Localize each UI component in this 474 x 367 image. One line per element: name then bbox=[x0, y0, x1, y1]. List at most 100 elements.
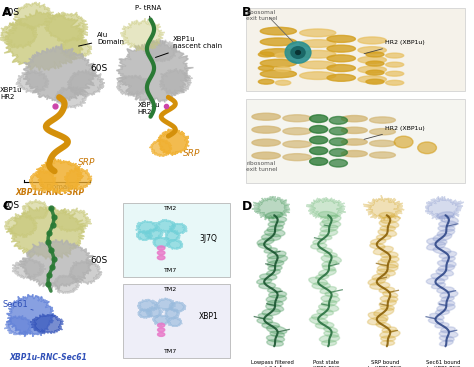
Text: TM2: TM2 bbox=[164, 206, 177, 211]
Ellipse shape bbox=[439, 336, 454, 341]
Polygon shape bbox=[36, 159, 83, 194]
Ellipse shape bbox=[382, 327, 397, 333]
Text: Sec61 bound
to XBP1 RNC: Sec61 bound to XBP1 RNC bbox=[426, 360, 461, 367]
Ellipse shape bbox=[386, 62, 404, 67]
Text: XBP1u
HR2: XBP1u HR2 bbox=[0, 87, 23, 100]
Ellipse shape bbox=[329, 138, 347, 146]
Ellipse shape bbox=[260, 38, 296, 46]
Ellipse shape bbox=[341, 116, 367, 122]
Ellipse shape bbox=[327, 55, 356, 62]
Polygon shape bbox=[12, 258, 46, 279]
Ellipse shape bbox=[442, 257, 455, 262]
Ellipse shape bbox=[380, 296, 398, 302]
Ellipse shape bbox=[260, 274, 277, 280]
Ellipse shape bbox=[310, 317, 328, 325]
Ellipse shape bbox=[327, 74, 356, 81]
Ellipse shape bbox=[157, 328, 165, 332]
Polygon shape bbox=[4, 10, 86, 71]
Text: XBP1u
nascent chain: XBP1u nascent chain bbox=[155, 36, 222, 58]
Ellipse shape bbox=[370, 140, 395, 146]
Ellipse shape bbox=[275, 67, 291, 72]
Ellipse shape bbox=[368, 312, 388, 321]
Ellipse shape bbox=[319, 235, 332, 240]
Ellipse shape bbox=[266, 326, 287, 334]
Polygon shape bbox=[363, 195, 404, 220]
Polygon shape bbox=[155, 298, 175, 311]
Text: 60S: 60S bbox=[90, 255, 107, 265]
Ellipse shape bbox=[157, 323, 165, 327]
Ellipse shape bbox=[324, 327, 337, 333]
Ellipse shape bbox=[268, 265, 282, 271]
Ellipse shape bbox=[329, 149, 347, 156]
Text: Lowpass filtered
at 3.1 Å: Lowpass filtered at 3.1 Å bbox=[251, 360, 294, 367]
Ellipse shape bbox=[370, 243, 385, 249]
Polygon shape bbox=[29, 169, 58, 192]
Polygon shape bbox=[136, 230, 153, 241]
Ellipse shape bbox=[266, 269, 281, 276]
Ellipse shape bbox=[329, 116, 347, 124]
Ellipse shape bbox=[260, 70, 296, 78]
Polygon shape bbox=[153, 315, 170, 326]
Ellipse shape bbox=[327, 45, 356, 52]
Ellipse shape bbox=[157, 255, 165, 260]
Ellipse shape bbox=[310, 126, 328, 133]
Ellipse shape bbox=[264, 229, 285, 237]
Text: TM7: TM7 bbox=[164, 349, 177, 354]
Ellipse shape bbox=[426, 278, 445, 285]
Ellipse shape bbox=[267, 300, 283, 306]
Polygon shape bbox=[143, 39, 177, 62]
Ellipse shape bbox=[157, 246, 165, 250]
Ellipse shape bbox=[341, 139, 367, 145]
Text: Alu
Domain: Alu Domain bbox=[79, 32, 124, 46]
Ellipse shape bbox=[310, 136, 328, 144]
Ellipse shape bbox=[260, 27, 296, 35]
Ellipse shape bbox=[370, 117, 395, 123]
Polygon shape bbox=[6, 294, 55, 337]
Polygon shape bbox=[252, 196, 290, 220]
Polygon shape bbox=[23, 44, 98, 103]
Ellipse shape bbox=[368, 277, 386, 285]
Text: TM7: TM7 bbox=[164, 268, 177, 273]
Text: A: A bbox=[2, 6, 12, 19]
Ellipse shape bbox=[366, 70, 384, 75]
Ellipse shape bbox=[428, 318, 444, 324]
Polygon shape bbox=[64, 167, 92, 190]
Text: SRP bound
to XBP1 RNC: SRP bound to XBP1 RNC bbox=[368, 360, 401, 367]
Ellipse shape bbox=[300, 29, 336, 37]
Text: XBP1u-RNC-Sec61: XBP1u-RNC-Sec61 bbox=[9, 353, 87, 362]
Text: Sec61: Sec61 bbox=[2, 301, 33, 310]
Ellipse shape bbox=[270, 331, 284, 337]
Ellipse shape bbox=[429, 313, 444, 320]
Ellipse shape bbox=[252, 152, 280, 159]
Polygon shape bbox=[52, 208, 91, 232]
Ellipse shape bbox=[435, 323, 449, 328]
Ellipse shape bbox=[262, 309, 280, 316]
Polygon shape bbox=[169, 301, 186, 313]
Ellipse shape bbox=[321, 255, 341, 263]
Ellipse shape bbox=[386, 71, 404, 76]
Text: B: B bbox=[242, 6, 251, 19]
Ellipse shape bbox=[283, 115, 311, 122]
Ellipse shape bbox=[370, 128, 395, 135]
Ellipse shape bbox=[441, 327, 455, 333]
Ellipse shape bbox=[310, 157, 328, 165]
Ellipse shape bbox=[386, 80, 404, 85]
Ellipse shape bbox=[269, 216, 287, 223]
Ellipse shape bbox=[319, 304, 338, 312]
Ellipse shape bbox=[310, 147, 328, 155]
Ellipse shape bbox=[439, 221, 456, 227]
Ellipse shape bbox=[379, 287, 394, 293]
Ellipse shape bbox=[266, 304, 283, 312]
Polygon shape bbox=[159, 68, 192, 95]
Ellipse shape bbox=[256, 278, 272, 284]
Polygon shape bbox=[137, 309, 152, 319]
Ellipse shape bbox=[321, 295, 340, 302]
Text: P- tRNA: P- tRNA bbox=[135, 5, 161, 19]
Ellipse shape bbox=[252, 139, 280, 146]
Ellipse shape bbox=[324, 252, 337, 257]
Ellipse shape bbox=[260, 49, 296, 57]
Ellipse shape bbox=[265, 212, 283, 218]
Ellipse shape bbox=[438, 300, 455, 306]
Ellipse shape bbox=[264, 248, 277, 253]
Text: XBP1u
HR2: XBP1u HR2 bbox=[137, 102, 160, 116]
